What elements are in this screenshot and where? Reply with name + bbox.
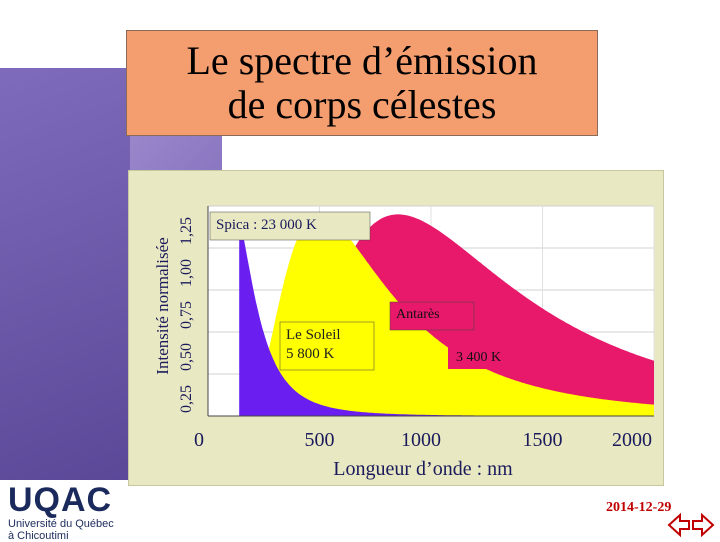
decorative-purple-band	[0, 68, 130, 480]
y-tick-label: 1,00	[178, 259, 195, 287]
y-tick-label: 0,75	[178, 301, 195, 329]
label-spica-box	[209, 211, 371, 241]
label-antares: Antarès	[389, 301, 475, 331]
title-box: Le spectre d’émission de corps célestes	[126, 30, 598, 136]
x-tick-label: 2000	[612, 429, 652, 451]
y-axis-label: Intensité normalisée	[153, 237, 172, 374]
label-sun-text: 5 800 K	[286, 346, 335, 362]
title-line-1: Le spectre d’émission	[186, 38, 538, 83]
label-antares-box	[389, 301, 475, 331]
uqac-logo-text: UQAC	[8, 481, 113, 519]
spectrum-area-2	[239, 219, 654, 416]
label-antares-temp: 3 400 K	[448, 343, 532, 369]
label-antares-temp-box	[448, 343, 532, 369]
date-label: 2014-12-29	[606, 500, 672, 515]
label-sun-box	[279, 321, 375, 371]
x-tick-label: 1500	[523, 429, 563, 451]
label-antares-temp-text: 3 400 K	[456, 350, 501, 365]
uqac-logo: UQAC Université du Québec à Chicoutimi	[8, 482, 128, 542]
label-antares-text: Antarès	[396, 307, 440, 322]
x-tick-label: 1000	[401, 429, 441, 451]
y-tick-label: 0,25	[178, 385, 195, 413]
x-tick-label: 500	[305, 429, 335, 451]
arrow-right-icon[interactable]	[692, 512, 715, 538]
label-sun-text: Le Soleil	[286, 327, 341, 343]
y-tick-label: 0,50	[178, 343, 195, 371]
arrow-left-icon[interactable]	[667, 512, 690, 538]
x-tick-label: 0	[194, 429, 204, 451]
nav-arrows	[667, 512, 715, 538]
label-spica: Spica : 23 000 K	[209, 211, 371, 241]
y-tick-label: 1,25	[178, 217, 195, 245]
university-name-line1: Université du Québec	[8, 518, 114, 530]
title-line-2: de corps célestes	[227, 82, 497, 127]
axes: 0 500 1000 1500 2000 Longueur d’onde : nm 0,25…	[153, 206, 654, 480]
series-labels: Spica : 23 000 K Le Soleil 5 800 K Antarès 3…	[209, 211, 532, 371]
label-sun: Le Soleil 5 800 K	[279, 321, 375, 371]
university-name-line2: à Chicoutimi	[8, 530, 69, 542]
x-axis-label: Longueur d’onde : nm	[333, 458, 513, 480]
label-spica-text: Spica : 23 000 K	[216, 217, 317, 233]
